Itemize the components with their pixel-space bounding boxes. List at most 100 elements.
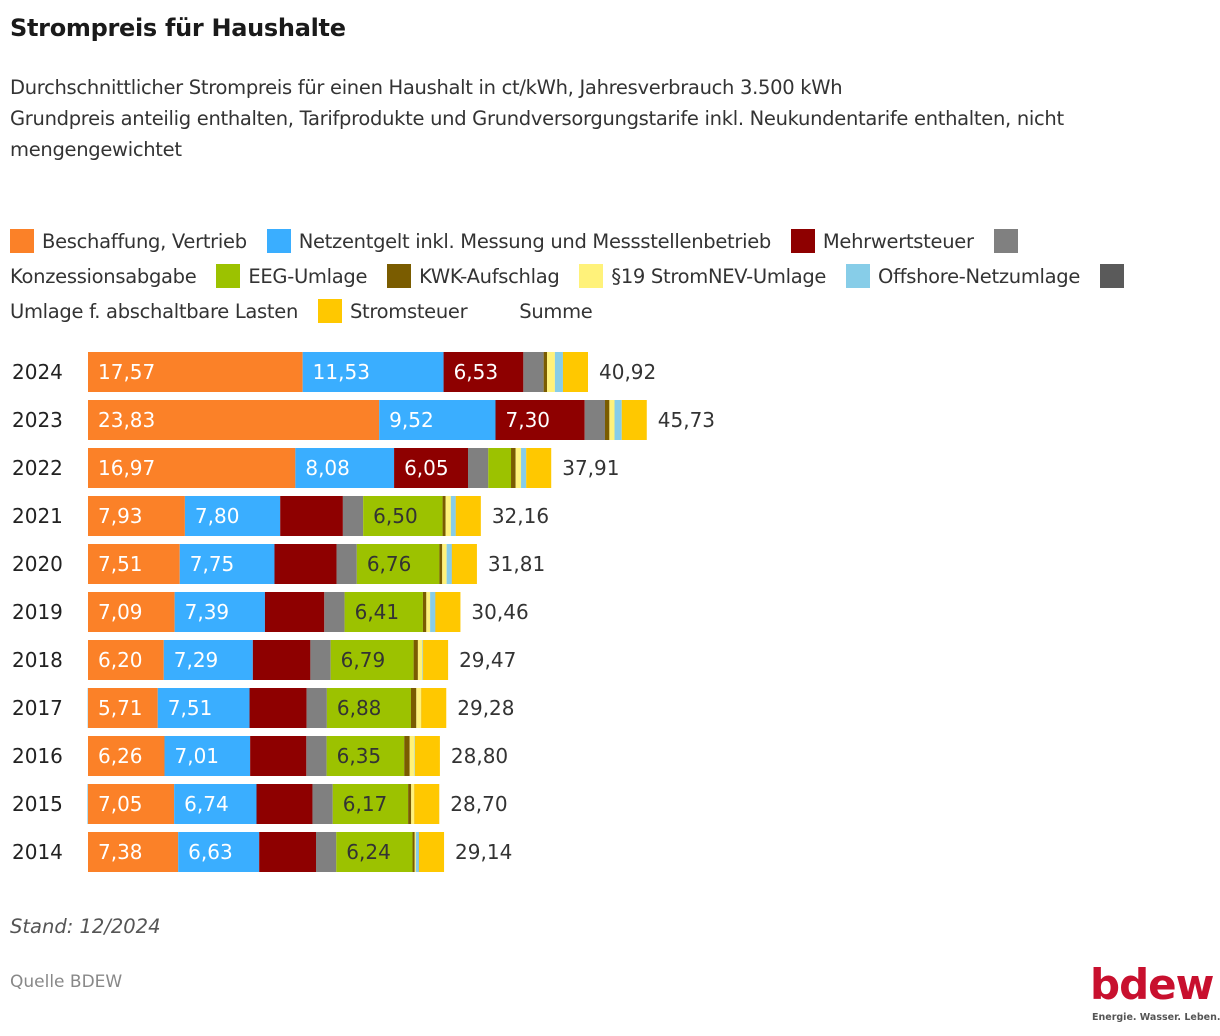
bar-segment	[336, 544, 357, 584]
stacked-bar-chart: 2024 17,57 11,53 6,53 40,92 2023 23,83 9,52 7,30…	[12, 352, 715, 872]
legend-swatch	[790, 229, 815, 253]
legend-swatch	[10, 229, 34, 253]
segment-value-label: 7,80	[195, 504, 240, 528]
segment-value-label: 6,17	[343, 792, 388, 816]
legend-label: Stromsteuer	[349, 300, 468, 323]
bar-segment	[178, 832, 260, 872]
bar-segment	[495, 400, 585, 440]
bar-segment	[330, 640, 414, 680]
legend-label: Offshore-Netzumlage	[878, 265, 1081, 288]
bar-segment	[554, 352, 563, 392]
bar-segment	[435, 592, 461, 632]
total-value-label: 28,70	[450, 792, 507, 816]
segment-value-label: 5,71	[98, 696, 143, 720]
legend-item: Offshore-Netzumlage	[846, 264, 1081, 288]
segment-value-label: 6,79	[341, 648, 386, 672]
bar-segment	[164, 736, 251, 776]
total-value-label: 37,91	[562, 456, 619, 480]
bar-segment	[88, 640, 164, 680]
bar-segment	[274, 544, 337, 584]
bar-segment	[88, 832, 179, 872]
bar-segment	[163, 640, 253, 680]
bar-segment	[450, 496, 456, 536]
bar-segment	[88, 592, 175, 632]
bar-segment	[316, 832, 337, 872]
year-label: 2020	[12, 552, 63, 576]
bar-segment	[310, 640, 331, 680]
segment-value-label: 6,88	[337, 696, 382, 720]
bar-segment	[259, 832, 317, 872]
total-value-label: 40,92	[599, 360, 656, 384]
bar-segment	[455, 496, 481, 536]
bar-segment	[515, 448, 522, 488]
bar-segment	[439, 544, 443, 584]
bar-segment	[249, 688, 307, 728]
segment-value-label: 6,76	[367, 552, 412, 576]
bar-segment	[414, 832, 416, 872]
bar-segment	[342, 496, 364, 536]
segment-value-label: 7,39	[185, 600, 230, 624]
bar-segment	[252, 640, 311, 680]
segment-value-label: 7,93	[98, 504, 143, 528]
bar-segment	[415, 832, 419, 872]
bar-segment	[324, 592, 345, 632]
legend-label: Summe	[519, 300, 593, 323]
bar-segment	[426, 592, 431, 632]
year-label: 2021	[12, 504, 63, 528]
bar-segment	[443, 352, 524, 392]
bar-segment	[264, 592, 325, 632]
segment-value-label: 7,09	[98, 600, 143, 624]
logo-tagline: Energie. Wasser. Leben.	[1092, 1012, 1220, 1023]
legend-item: Mehrwertsteuer	[790, 229, 974, 253]
segment-value-label: 7,75	[190, 552, 235, 576]
segment-value-label: 6,74	[184, 792, 229, 816]
bar-segment	[604, 400, 610, 440]
segment-value-label: 7,38	[98, 840, 143, 864]
bar-segment	[332, 784, 409, 824]
segment-value-label: 7,01	[174, 744, 219, 768]
bar-segment	[442, 544, 447, 584]
bar-segment	[326, 688, 411, 728]
segment-value-label: 6,50	[373, 504, 418, 528]
bar-segment	[526, 448, 552, 488]
bar-segment	[609, 400, 615, 440]
bar-segment	[184, 496, 281, 536]
bar-segment	[414, 736, 440, 776]
bar-segment	[336, 832, 413, 872]
legend-item: EEG-Umlage	[216, 264, 367, 288]
bar-segment	[157, 688, 250, 728]
bar-segment	[614, 400, 622, 440]
bar-segment	[423, 640, 449, 680]
segment-value-label: 7,51	[168, 696, 213, 720]
bar-segment	[562, 352, 588, 392]
legend-swatch	[993, 229, 1018, 253]
segment-value-label: 16,97	[98, 456, 155, 480]
bar-segment	[87, 784, 88, 824]
year-label: 2016	[12, 744, 63, 768]
legend-label: Konzessionsabgabe	[10, 265, 197, 288]
legend-item: Beschaffung, Vertrieb	[10, 229, 247, 253]
bar-segment	[379, 400, 496, 440]
year-label: 2022	[12, 456, 63, 480]
bar-segment	[468, 448, 489, 488]
year-label: 2019	[12, 600, 63, 624]
bar-segment	[408, 784, 412, 824]
bar-segment	[547, 352, 555, 392]
legend-label: Beschaffung, Vertrieb	[42, 230, 247, 253]
bar-segment	[312, 784, 333, 824]
bar-segment	[543, 352, 548, 392]
bar-segment	[256, 784, 313, 824]
bar-segment	[356, 544, 440, 584]
bar-segment	[174, 592, 265, 632]
bar-segment	[446, 544, 452, 584]
bar-segment	[488, 448, 512, 488]
legend-label: Mehrwertsteuer	[822, 230, 974, 253]
year-label: 2017	[12, 696, 63, 720]
bar-segment	[451, 544, 477, 584]
segment-value-label: 6,05	[404, 456, 449, 480]
bar-segment	[511, 448, 516, 488]
bar-segment	[430, 592, 436, 632]
legend-swatch	[487, 299, 511, 323]
data-status-note: Stand: 12/2024	[10, 915, 161, 938]
year-label: 2024	[12, 360, 63, 384]
